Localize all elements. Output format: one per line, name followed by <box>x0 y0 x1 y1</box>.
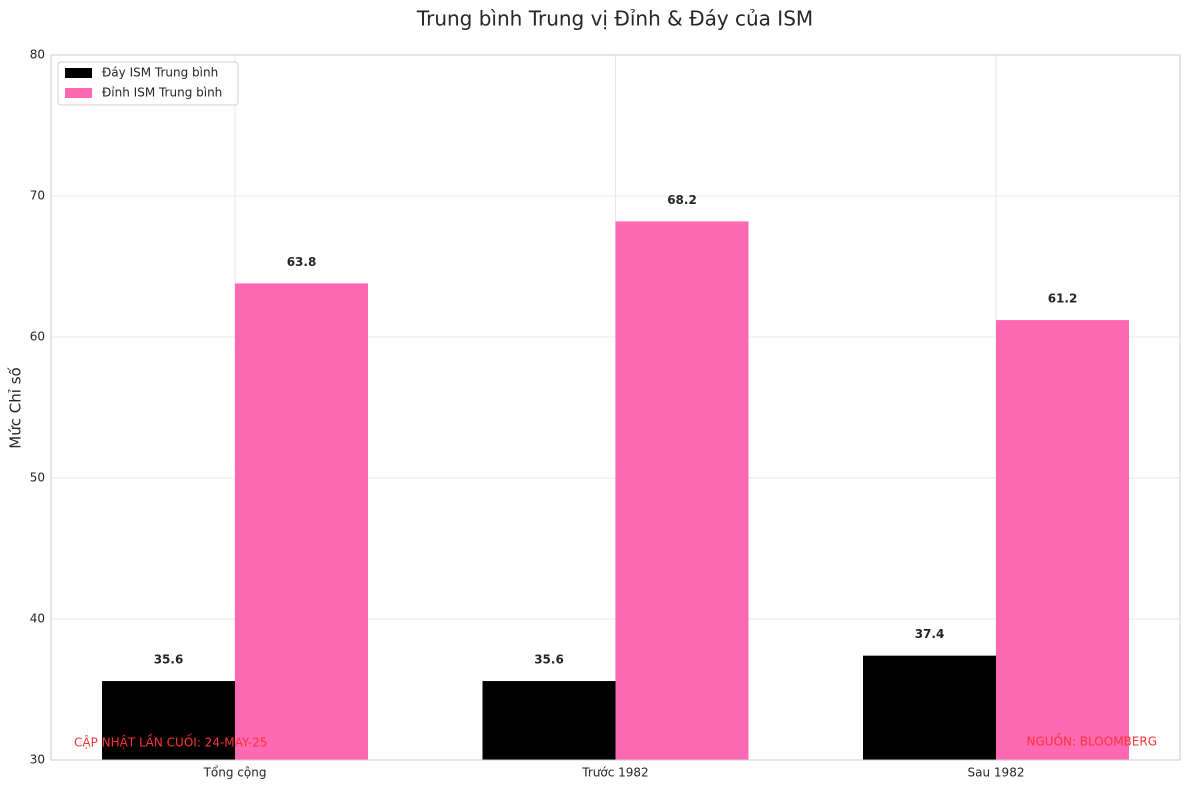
y-tick-label: 70 <box>30 189 45 203</box>
plot-frame <box>50 54 1181 761</box>
value-label: 35.6 <box>154 653 184 667</box>
legend-swatch <box>65 68 92 78</box>
x-tick-label: Sau 1982 <box>968 766 1025 780</box>
y-tick-label: 60 <box>30 330 45 344</box>
bar <box>482 681 616 760</box>
y-tick-label: 40 <box>30 612 45 626</box>
y-tick-label: 50 <box>30 471 45 485</box>
value-label: 35.6 <box>534 653 564 667</box>
bar <box>996 320 1129 760</box>
y-tick-label: 30 <box>30 753 45 767</box>
legend-box <box>57 61 239 106</box>
bar <box>863 655 996 760</box>
x-tick-label: Trước 1982 <box>581 766 648 780</box>
chart-title: Trung bình Trung vị Đỉnh & Đáy của ISM <box>416 7 813 31</box>
value-label: 68.2 <box>667 193 697 207</box>
value-label: 37.4 <box>915 627 945 641</box>
value-label: 63.8 <box>287 255 317 269</box>
legend-swatch <box>65 88 92 98</box>
bar <box>615 221 749 760</box>
legend-label: Đáy ISM Trung bình <box>102 66 218 80</box>
legend-label: Đỉnh ISM Trung bình <box>102 86 222 100</box>
y-axis-label: Mức Chỉ số <box>7 366 25 448</box>
bar <box>102 681 235 760</box>
value-label: 61.2 <box>1048 292 1078 306</box>
annotation: NGUỒN: BLOOMBERG <box>1026 733 1157 749</box>
bar <box>235 283 368 760</box>
annotation: CẬP NHẬT LẦN CUỐI: 24-MAY-25 <box>74 734 267 750</box>
y-tick-label: 80 <box>30 48 45 62</box>
x-tick-label: Tổng cộng <box>203 766 267 780</box>
